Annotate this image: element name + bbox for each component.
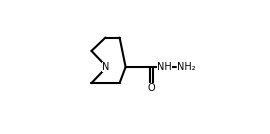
Text: N: N xyxy=(102,62,109,72)
Text: O: O xyxy=(148,83,156,93)
Text: NH: NH xyxy=(157,62,172,72)
Text: NH₂: NH₂ xyxy=(177,62,196,72)
